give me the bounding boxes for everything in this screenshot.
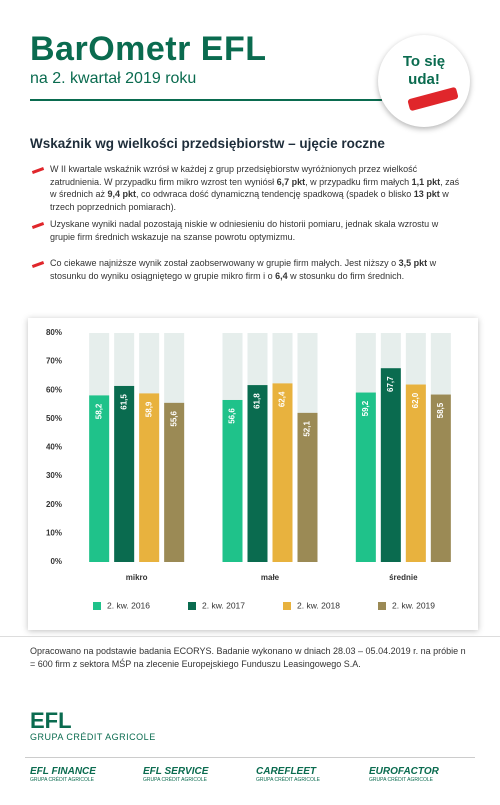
chart-card: 0% 10% 20% 30% 40% 50% 60% 70% 80% mikro 58,2 61,5 5… bbox=[28, 318, 478, 630]
paragraph: Uzyskane wyniki nadal pozostają niskie w… bbox=[31, 218, 460, 243]
value-label: 62,4 bbox=[278, 391, 287, 407]
y-tick-label: 0% bbox=[50, 557, 62, 566]
badge-text: To się uda! bbox=[402, 53, 446, 88]
y-tick-label: 20% bbox=[46, 500, 62, 509]
value-label: 67,7 bbox=[386, 376, 395, 392]
brand-group: GRUPA CRÉDIT AGRICOLE bbox=[256, 777, 320, 783]
legend-swatch bbox=[283, 602, 291, 610]
title: BarOmetr EFL bbox=[30, 30, 267, 68]
subtitle: na 2. kwartał 2019 roku bbox=[30, 70, 197, 87]
text-run: w trzech poprzednich pomiarach). bbox=[50, 189, 449, 212]
bar bbox=[297, 412, 318, 562]
brand-name: EFL FINANCE bbox=[30, 766, 96, 777]
divider bbox=[25, 757, 475, 758]
logo: EFL GRUPA CRÉDIT AGRICOLE bbox=[30, 708, 156, 743]
legend-swatch bbox=[378, 602, 386, 610]
value-label: 56,6 bbox=[228, 408, 237, 424]
y-tick-label: 70% bbox=[46, 357, 62, 366]
text-run: 9,4 pkt bbox=[107, 189, 137, 199]
value-label: 58,5 bbox=[436, 402, 445, 418]
paragraph: W II kwartale wskaźnik wzrósł w każdej z… bbox=[31, 163, 460, 213]
y-tick-label: 80% bbox=[46, 328, 62, 337]
divider bbox=[30, 99, 382, 101]
chart: 0% 10% 20% 30% 40% 50% 60% 70% 80% mikro 58,2 61,5 5… bbox=[46, 328, 451, 610]
text-run: w stosunku do firm średnich. bbox=[287, 270, 405, 281]
value-label: 58,2 bbox=[94, 403, 103, 419]
footnote: Opracowano na podstawie badania ECORYS. … bbox=[30, 646, 466, 669]
brand-group: GRUPA CRÉDIT AGRICOLE bbox=[369, 777, 433, 783]
bar bbox=[164, 402, 185, 562]
legend-label: 2. kw. 2016 bbox=[107, 600, 150, 610]
paragraph: Co ciekawe najniższe wynik został zaobse… bbox=[31, 257, 460, 282]
legend-label: 2. kw. 2017 bbox=[202, 600, 245, 610]
bar bbox=[380, 368, 401, 562]
bar bbox=[430, 394, 451, 562]
brand-name: EFL SERVICE bbox=[143, 766, 209, 777]
text-run: Uzyskane wyniki nadal pozostają niskie w… bbox=[50, 219, 439, 242]
text-run: , co odwraca dość dynamiczną tendencję s… bbox=[136, 189, 414, 199]
value-label: 61,5 bbox=[119, 394, 128, 410]
y-tick-label: 40% bbox=[46, 443, 62, 452]
bar bbox=[89, 395, 110, 562]
value-label: 58,9 bbox=[144, 401, 153, 417]
bar bbox=[272, 383, 293, 562]
y-tick-label: 10% bbox=[46, 528, 62, 537]
text-run: W II kwartale wskaźnik wzrósł w każdej z… bbox=[50, 164, 418, 187]
value-label: 52,1 bbox=[303, 421, 312, 437]
x-tick-label: mikro bbox=[126, 573, 148, 582]
x-tick-label: małe bbox=[261, 573, 280, 582]
y-tick-label: 50% bbox=[46, 414, 62, 423]
brand: EUROFACTOR GRUPA CRÉDIT AGRICOLE bbox=[369, 766, 439, 783]
bullet bbox=[31, 167, 45, 174]
x-tick-label: średnie bbox=[389, 573, 418, 582]
text-run: 1,1 pkt bbox=[411, 176, 441, 187]
legend-label: 2. kw. 2019 bbox=[392, 600, 435, 610]
text-run: Co ciekawe najniższe wynik został zaobse… bbox=[50, 258, 399, 268]
logo-group: GRUPA CRÉDIT AGRICOLE bbox=[30, 732, 156, 742]
text-run: 6,4 bbox=[275, 270, 288, 281]
brand: CAREFLEET GRUPA CRÉDIT AGRICOLE bbox=[256, 766, 320, 783]
bullet bbox=[31, 261, 45, 268]
section-title: Wskaźnik wg wielkości przedsiębiorstw – … bbox=[30, 136, 385, 151]
text-run: , w przypadku firm małych bbox=[305, 176, 412, 187]
bar bbox=[139, 393, 160, 562]
bar bbox=[222, 399, 243, 562]
text-run: 3,5 pkt bbox=[398, 258, 428, 268]
legend-swatch bbox=[188, 602, 196, 610]
text-run: 6,7 pkt bbox=[276, 176, 306, 187]
bar bbox=[114, 385, 135, 562]
bar bbox=[405, 384, 426, 562]
text-run: , zaś w średnich aż bbox=[50, 176, 460, 200]
logo-name: EFL bbox=[30, 708, 72, 733]
brand: EFL SERVICE GRUPA CRÉDIT AGRICOLE bbox=[143, 766, 208, 783]
text-run: w stosunku do wyniku osiągniętego w grup… bbox=[50, 258, 437, 281]
brand: EFL FINANCE GRUPA CRÉDIT AGRICOLE bbox=[30, 766, 96, 783]
text-run: 13 pkt bbox=[413, 189, 440, 199]
brand-name: CAREFLEET bbox=[256, 766, 316, 777]
brand-group: GRUPA CRÉDIT AGRICOLE bbox=[143, 777, 207, 783]
bullet bbox=[31, 222, 45, 229]
value-label: 61,8 bbox=[253, 393, 262, 409]
swoosh bbox=[407, 86, 459, 112]
value-label: 62,0 bbox=[411, 392, 420, 408]
legend-swatch bbox=[93, 602, 101, 610]
bar bbox=[247, 385, 268, 562]
brand-group: GRUPA CRÉDIT AGRICOLE bbox=[30, 777, 94, 783]
y-tick-label: 60% bbox=[46, 385, 62, 394]
brand-name: EUROFACTOR bbox=[369, 766, 439, 777]
badge: To się uda! bbox=[378, 35, 470, 127]
divider bbox=[0, 636, 500, 637]
legend-label: 2. kw. 2018 bbox=[297, 600, 340, 610]
value-label: 59,2 bbox=[361, 400, 370, 416]
bar bbox=[355, 392, 376, 562]
value-label: 55,6 bbox=[169, 411, 178, 427]
y-tick-label: 30% bbox=[46, 471, 62, 480]
